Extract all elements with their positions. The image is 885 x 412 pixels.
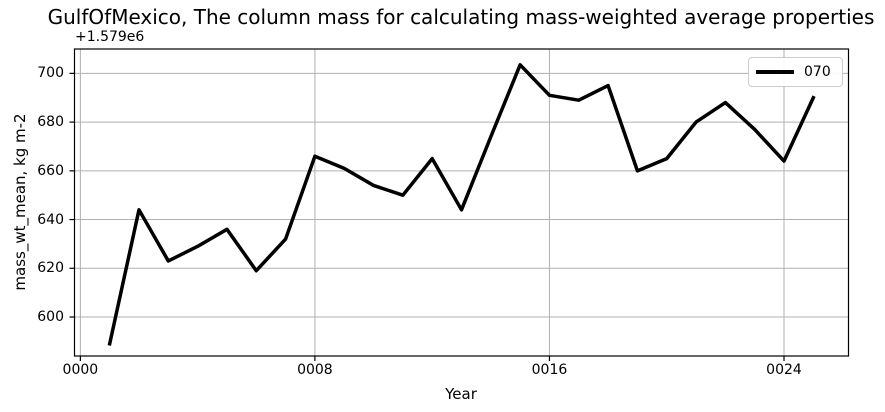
legend-line-sample xyxy=(756,70,794,74)
y-tick-label: 700 xyxy=(37,65,64,82)
y-tick-label: 640 xyxy=(37,211,64,228)
axes-spines xyxy=(73,48,850,357)
x-tick-label: 0008 xyxy=(297,362,333,378)
x-tick-label: 0016 xyxy=(531,362,568,378)
y-tick-label: 620 xyxy=(37,260,64,277)
legend-label: 070 xyxy=(804,64,831,80)
y-tick-label: 680 xyxy=(37,114,64,131)
y-tick-label: 660 xyxy=(37,162,64,179)
chart-title: GulfOfMexico, The column mass for calcul… xyxy=(47,5,875,29)
x-axis-label: Year xyxy=(445,385,477,403)
x-tick-label: 0000 xyxy=(62,362,99,378)
y-axis-offset-label: +1.579e6 xyxy=(75,29,145,45)
y-tick-label: 600 xyxy=(37,309,64,326)
legend: 070 xyxy=(748,57,843,87)
x-tick-label: 0024 xyxy=(766,362,802,378)
series-line-070 xyxy=(107,63,816,346)
